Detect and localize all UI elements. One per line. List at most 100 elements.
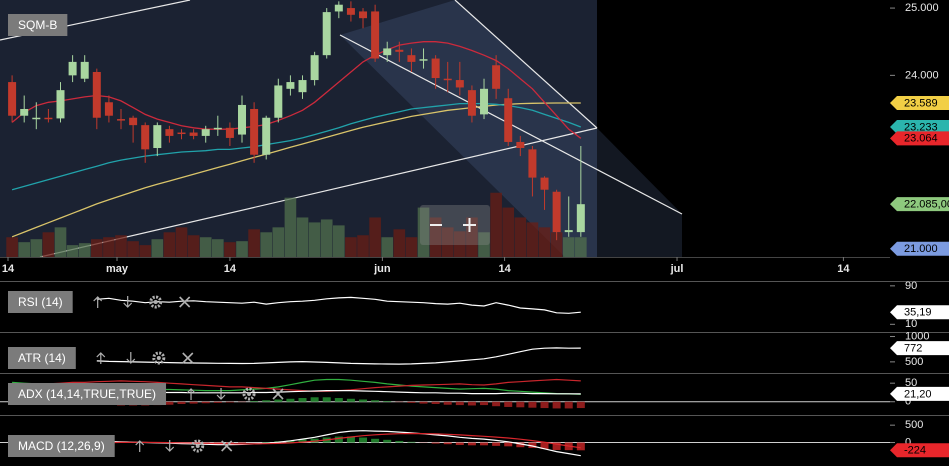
volume-bar	[115, 235, 127, 257]
panel-header: MACD (12,26,9)	[8, 435, 233, 457]
volume-bar	[320, 219, 333, 257]
move-up-icon[interactable]	[93, 296, 103, 308]
candle-body	[431, 58, 440, 79]
close-icon[interactable]	[272, 388, 284, 400]
volume-bar	[333, 225, 345, 257]
y-tick-label: 10	[905, 318, 917, 330]
y-tick-label: 0	[905, 436, 911, 448]
candle-body	[467, 90, 476, 116]
move-down-icon[interactable]	[216, 388, 226, 400]
settings-icon[interactable]	[149, 295, 163, 309]
candle-body	[528, 149, 537, 178]
y-tick-label: 500	[905, 356, 923, 368]
y-tick-label: 24.000	[905, 69, 939, 81]
candle-body	[141, 125, 150, 150]
candle-body	[371, 11, 380, 59]
volume-bar	[296, 217, 309, 257]
volume-bar	[272, 227, 285, 257]
candle-body	[117, 119, 126, 121]
settings-icon-hub[interactable]	[195, 444, 200, 448]
histogram-bar	[359, 399, 368, 402]
close-icon[interactable]	[182, 352, 194, 364]
histogram-bar	[504, 401, 513, 407]
settings-icon[interactable]	[191, 439, 205, 453]
price-badge-label: 23.064	[904, 133, 938, 145]
settings-icon-hub[interactable]	[247, 392, 252, 396]
volume-bar	[381, 237, 394, 257]
trend-line	[454, 0, 598, 129]
settings-icon[interactable]	[152, 351, 166, 365]
volume-bar	[393, 229, 406, 257]
volume-bar	[478, 232, 490, 257]
y-tick-label: 500	[905, 419, 923, 431]
histogram-bar	[516, 401, 525, 408]
x-tick-label: may	[106, 263, 129, 275]
close-icon[interactable]	[179, 296, 191, 308]
histogram-bar	[334, 398, 343, 402]
move-up-icon[interactable]	[96, 352, 106, 364]
price-badge	[890, 386, 949, 401]
histogram-bar	[165, 401, 174, 405]
zoom-controls[interactable]	[420, 205, 490, 245]
candle-body	[443, 78, 452, 81]
settings-icon[interactable]	[242, 387, 256, 401]
volume-bar	[163, 232, 176, 257]
candle-body	[395, 49, 404, 52]
close-icon[interactable]	[221, 440, 233, 452]
candle-body	[383, 48, 392, 56]
volume-bar	[127, 241, 139, 257]
header-box	[8, 291, 73, 313]
candle-body	[213, 127, 222, 130]
settings-icon-hub[interactable]	[156, 356, 161, 360]
histogram-bar	[516, 442, 525, 448]
candle-body	[504, 98, 513, 142]
move-up-icon[interactable]	[135, 440, 145, 452]
histogram-bar	[262, 400, 271, 402]
price-badge-label: 21,20	[904, 388, 932, 400]
panel-title: MACD (12,26,9)	[18, 439, 105, 453]
histogram-bar	[262, 442, 271, 443]
candle-body	[20, 108, 29, 116]
volume-bar	[90, 239, 103, 257]
candle-body	[104, 102, 113, 116]
histogram-bar	[455, 401, 464, 406]
y-tick-label: 50	[905, 377, 917, 389]
volume-bar	[345, 237, 357, 257]
candle-body	[334, 4, 343, 12]
move-down-icon[interactable]	[126, 352, 136, 364]
move-down-icon[interactable]	[165, 440, 175, 452]
candle-body	[298, 80, 307, 93]
candle-body	[310, 55, 319, 81]
header-box	[8, 383, 167, 405]
histogram-bar	[383, 439, 392, 443]
candle-body	[286, 82, 295, 89]
histogram-bar	[286, 398, 295, 402]
volume-bar	[54, 227, 67, 257]
volume-bar	[466, 217, 478, 257]
candle-body	[274, 85, 283, 118]
move-down-icon[interactable]	[123, 296, 133, 308]
panel-title: RSI (14)	[18, 295, 63, 309]
move-up-icon[interactable]	[186, 388, 196, 400]
volume-bar	[260, 232, 273, 257]
histogram-bar	[298, 398, 307, 402]
volume-bar	[454, 231, 466, 257]
price-badge	[890, 443, 949, 458]
y-tick-label: 90	[905, 280, 917, 292]
histogram-bar	[201, 401, 210, 404]
histogram-bar	[455, 442, 464, 445]
histogram-bar	[431, 442, 440, 444]
histogram-bar	[395, 440, 404, 443]
price-badge	[890, 305, 949, 320]
indicator-line	[96, 347, 581, 365]
volume-bar	[441, 227, 454, 257]
price-badge	[890, 241, 949, 256]
candle-body	[322, 12, 331, 56]
candle-body	[201, 129, 210, 136]
histogram-bar	[238, 442, 247, 444]
settings-icon-hub[interactable]	[153, 300, 158, 304]
histogram-bar	[492, 442, 501, 446]
volume-bar	[284, 197, 297, 257]
histogram-bar	[189, 401, 198, 404]
